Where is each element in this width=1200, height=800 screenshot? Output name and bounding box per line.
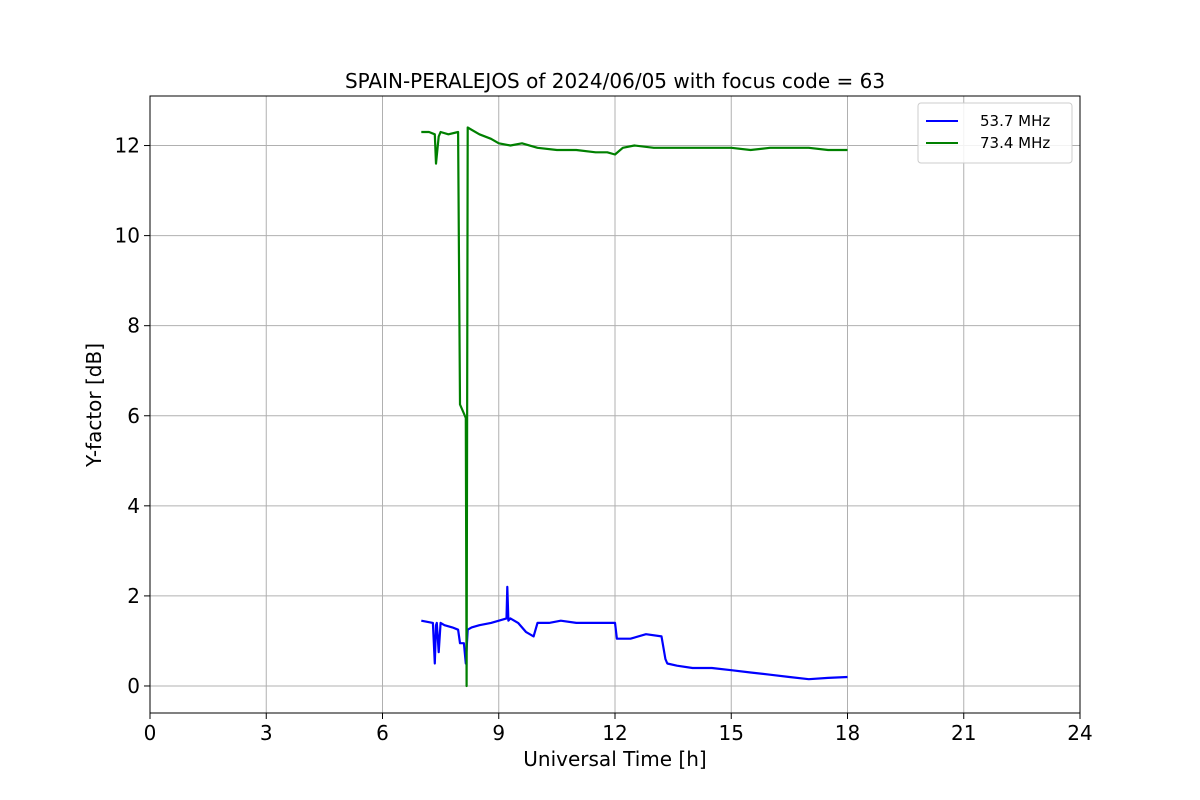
x-tick-label: 24 (1067, 721, 1092, 745)
grid-layer (149, 96, 1081, 713)
y-tick-label: 6 (127, 404, 140, 428)
x-tick-label: 18 (835, 721, 860, 745)
y-tick-label: 0 (127, 674, 140, 698)
x-tick-label: 3 (260, 721, 273, 745)
y-tick-label: 2 (127, 584, 140, 608)
x-tick-label: 0 (144, 721, 157, 745)
x-tick-label: 21 (951, 721, 976, 745)
legend-label-2: 73.4 MHz (980, 134, 1050, 152)
x-tick-label: 15 (719, 721, 744, 745)
y-tick-label: 10 (115, 224, 140, 248)
x-axis-label: Universal Time [h] (523, 747, 706, 771)
legend-label-1: 53.7 MHz (980, 112, 1050, 130)
series-line-2 (421, 126, 848, 688)
y-tick-label: 8 (127, 314, 140, 338)
y-tick-label: 12 (115, 134, 140, 158)
x-tick-label: 9 (492, 721, 505, 745)
y-tick-label: 4 (127, 494, 140, 518)
y-axis-label: Y-factor [dB] (82, 343, 106, 468)
legend-box (917, 102, 1073, 164)
chart-title: SPAIN-PERALEJOS of 2024/06/05 with focus… (345, 69, 885, 93)
series-line-1 (421, 585, 848, 681)
x-tick-label: 12 (602, 721, 627, 745)
legend: 53.7 MHz 73.4 MHz (917, 102, 1073, 164)
x-tick-label: 6 (376, 721, 389, 745)
series-layer (421, 126, 848, 688)
